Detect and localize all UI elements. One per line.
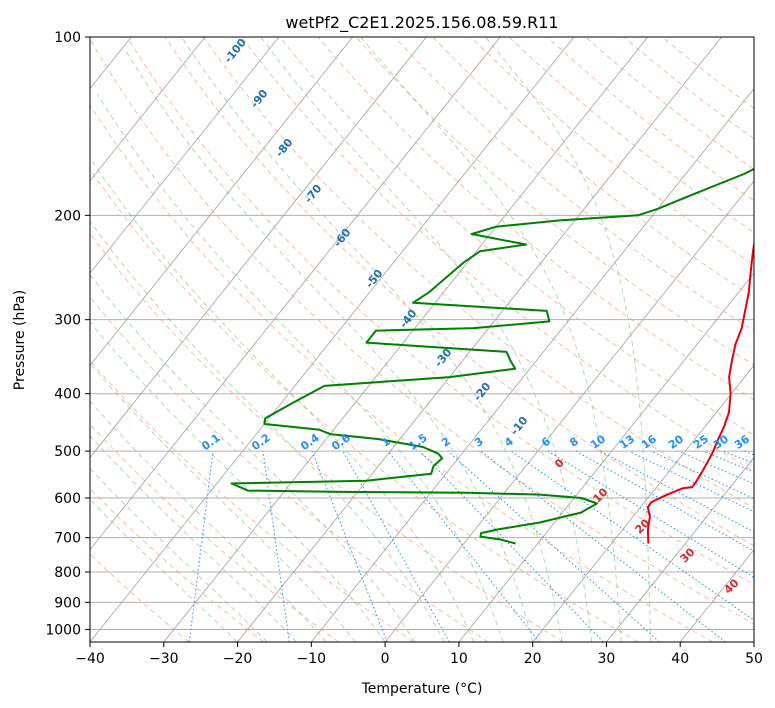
- plot-frame: [89, 36, 755, 643]
- dry-adiabat: [164, 37, 754, 547]
- dewpoint-line: [230, 167, 754, 545]
- dry-adiabat: [90, 104, 713, 642]
- dry-adiabat: [90, 296, 489, 642]
- y-tick-label: 600: [54, 491, 81, 507]
- isotherm-gridline: [90, 37, 575, 642]
- isotherm-gridline: [606, 456, 754, 642]
- y-tick-label: 900: [54, 595, 81, 611]
- dry-adiabat: [90, 38, 754, 625]
- dry-adiabat: [90, 359, 414, 642]
- moist-adiabat: [90, 321, 386, 642]
- axes-layer: −40 −30 −20 −10 0 10 20 30 40 50 100 200 300 400 500 60…: [45, 30, 763, 667]
- x-axis-label: Temperature (°C): [361, 681, 483, 697]
- y-tick-label: 1000: [45, 622, 81, 638]
- dry-adiabat: [90, 488, 265, 642]
- dry-adiabat: [90, 168, 639, 642]
- mixing-ratio-line: [342, 450, 450, 642]
- moist-adiabat: [90, 498, 238, 642]
- isotherm-gridline: [163, 37, 649, 642]
- dry-adiabat: [202, 37, 754, 509]
- moist-adiabat: [90, 220, 445, 642]
- x-tick-label: −30: [149, 651, 179, 667]
- mixing-ratio-line: [188, 451, 214, 642]
- isotherm-gridline: [237, 37, 722, 642]
- y-axis-label: Pressure (hPa): [12, 290, 28, 390]
- isotherm-gridline: [90, 37, 353, 366]
- isotherm-gridline: [90, 37, 280, 274]
- x-tick-label: 20: [524, 651, 542, 667]
- x-tick-label: −10: [297, 651, 327, 667]
- isotherm-gridline: [384, 180, 754, 642]
- mixing-ratio-line: [575, 450, 754, 552]
- moist-adiabat: [181, 37, 563, 642]
- x-tick-label: 30: [598, 651, 616, 667]
- dry-adiabat: [90, 423, 339, 642]
- x-tick-label: 50: [745, 651, 763, 667]
- moist-adiabat: [90, 467, 268, 642]
- y-tick-label: 300: [54, 313, 81, 329]
- dry-adiabat: [317, 37, 754, 401]
- isotherm-gridline: [90, 37, 206, 182]
- mixing-ratio-line: [387, 450, 540, 642]
- isotherm-gridline: [458, 272, 754, 642]
- moist-adiabat: [90, 274, 416, 642]
- mixing-ratio-line: [447, 450, 660, 642]
- y-tick-label: 500: [54, 444, 81, 460]
- y-tick-label: 700: [54, 531, 81, 547]
- moist-adiabat: [90, 157, 475, 642]
- x-tick-label: 40: [671, 651, 689, 667]
- dry-adiabat: [90, 232, 564, 642]
- x-tick-label: −20: [223, 651, 253, 667]
- mixing-ratio-line: [419, 450, 604, 642]
- moist-adiabat: [90, 400, 327, 642]
- series-layer: [230, 167, 754, 545]
- x-tick-label: −40: [75, 651, 105, 667]
- mixing-ratio-line: [650, 450, 754, 500]
- y-tick-label: 100: [54, 30, 81, 46]
- x-tick-label: 10: [450, 651, 468, 667]
- y-tick-label: 800: [54, 565, 81, 581]
- mixing-ratio-line: [677, 450, 754, 485]
- y-tick-label: 400: [54, 387, 81, 403]
- temperature-line: [646, 239, 754, 544]
- isotherm-gridline: [532, 364, 754, 642]
- moist-adiabat: [260, 37, 593, 642]
- dry-adiabat: [90, 553, 190, 642]
- moist-adiabat: [124, 49, 534, 642]
- x-tick-label: 0: [381, 651, 390, 667]
- moist-adiabat: [90, 362, 356, 642]
- dry-adiabat: [394, 37, 754, 332]
- moist-adiabat: [90, 435, 297, 642]
- mixing-ratio-line: [547, 450, 754, 579]
- isotherm-gridline: [90, 37, 427, 459]
- dry-adiabat: [279, 37, 754, 436]
- chart-title: wetPf2_C2E1.2025.156.08.59.R11: [285, 13, 558, 33]
- isotherm-gridline: [90, 37, 501, 551]
- moist-adiabat: [485, 37, 652, 642]
- background-lines: [90, 37, 754, 642]
- y-tick-label: 200: [54, 208, 81, 224]
